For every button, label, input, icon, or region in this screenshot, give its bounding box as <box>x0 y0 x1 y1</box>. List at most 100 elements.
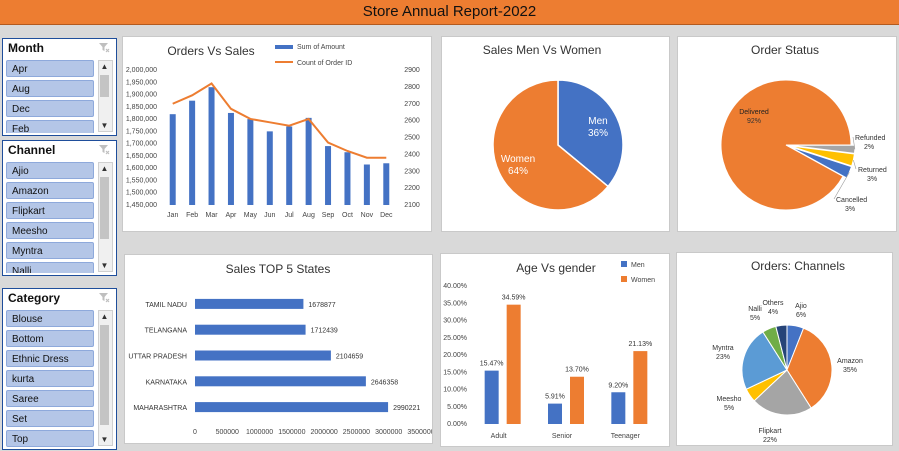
slicer-item-kurta[interactable]: kurta <box>6 370 94 387</box>
y-tick-right: 2500 <box>404 135 420 142</box>
slicer-item-ajio[interactable]: Ajio <box>6 162 94 179</box>
slicer-item-dec[interactable]: Dec <box>6 100 94 117</box>
data-label: 2646358 <box>371 379 398 386</box>
slicer-item-flipkart[interactable]: Flipkart <box>6 202 94 219</box>
slice-myntra <box>741 331 788 390</box>
bar-men-adult <box>484 370 499 424</box>
scroll-down-icon[interactable]: ▼ <box>100 121 109 130</box>
y-tick-right: 2900 <box>404 67 420 74</box>
slice-value: 5% <box>750 315 760 322</box>
leader-line <box>853 159 857 170</box>
bar-uttar-pradesh <box>195 350 331 361</box>
x-tick: Apr <box>226 212 238 219</box>
top-states-chart[interactable]: Sales TOP 5 States TAMIL NADU 1678877 TELAN… <box>124 254 435 444</box>
slicer-item-apr[interactable]: Apr <box>6 60 94 77</box>
slicer-item-amazon[interactable]: Amazon <box>6 182 94 199</box>
channel-slicer-title: Channel <box>8 143 56 157</box>
slicer-item-saree[interactable]: Saree <box>6 390 94 407</box>
slice-value: 4% <box>768 309 778 316</box>
slice-value: 35% <box>843 367 857 374</box>
slice-value: 23% <box>716 354 730 361</box>
slicer-item-bottom[interactable]: Bottom <box>6 330 94 347</box>
y-tick-left: 1,600,000 <box>126 165 157 172</box>
slice-label: Amazon <box>837 358 863 365</box>
y-tick-left: 1,650,000 <box>126 153 157 160</box>
slice-others <box>775 324 788 371</box>
data-label: 5.91% <box>545 394 565 401</box>
x-tick: Sep <box>322 212 335 219</box>
slice-label: Men <box>588 116 607 127</box>
legend-men: Men <box>631 262 645 269</box>
y-tick: 10.00% <box>443 387 467 394</box>
x-tick: Feb <box>186 212 198 219</box>
slicer-item-meesho[interactable]: Meesho <box>6 222 94 239</box>
category-label: KARNATAKA <box>146 379 188 386</box>
data-label: 1678877 <box>308 302 335 309</box>
y-tick-right: 2200 <box>404 185 420 192</box>
category-slicer[interactable]: Category Blouse Bottom Ethnic Dress kurta Sa… <box>2 288 117 450</box>
data-label: 1712439 <box>311 328 338 335</box>
bar-amount-may <box>247 119 254 205</box>
y-tick-left: 2,000,000 <box>126 67 157 74</box>
clear-filter-icon[interactable] <box>98 42 110 53</box>
x-tick: 500000 <box>216 429 239 436</box>
report-title: Store Annual Report-2022 <box>0 0 899 25</box>
category-label: UTTAR PRADESH <box>128 354 187 361</box>
channel-slicer[interactable]: Channel Ajio Amazon Flipkart Meesho Myntra Na… <box>2 140 117 276</box>
legend-orders: Count of Order ID <box>297 60 352 67</box>
x-tick: 2000000 <box>311 429 338 436</box>
bar-maharashtra <box>195 402 389 413</box>
slicer-item-myntra[interactable]: Myntra <box>6 242 94 259</box>
y-tick-left: 1,800,000 <box>126 116 157 123</box>
month-scrollbar[interactable]: ▲ ▼ <box>98 60 113 132</box>
y-tick: 35.00% <box>443 300 467 307</box>
slice-value: 36% <box>588 128 608 139</box>
category-label: TELANGANA <box>145 328 188 335</box>
age-gender-svg: Age Vs gender 0.00% 5.00% 10.00% 15.00% 20.00… <box>443 261 655 440</box>
orders-vs-sales-chart[interactable]: Orders Vs Sales 1,450,000 1,500,000 1,550,0… <box>122 36 432 232</box>
clear-filter-icon[interactable] <box>98 292 110 303</box>
scroll-down-icon[interactable]: ▼ <box>100 435 109 444</box>
slicer-item-nalli[interactable]: Nalli <box>6 262 94 273</box>
scroll-up-icon[interactable]: ▲ <box>100 312 109 321</box>
slicer-item-feb[interactable]: Feb <box>6 120 94 133</box>
bar-men-senior <box>548 403 562 424</box>
age-gender-chart[interactable]: Age Vs gender 0.00% 5.00% 10.00% 15.00% 20.00… <box>440 253 670 447</box>
month-slicer[interactable]: Month Apr Aug Dec Feb ▲ ▼ <box>2 38 117 136</box>
channels-chart[interactable]: Orders: Channels Ajio 6% Amazon 35% Flipkart 2… <box>676 252 893 446</box>
slicer-item-aug[interactable]: Aug <box>6 80 94 97</box>
bar-tamil-nadu <box>195 298 304 309</box>
scroll-down-icon[interactable]: ▼ <box>100 261 109 270</box>
clear-filter-icon[interactable] <box>98 144 110 155</box>
scroll-up-icon[interactable]: ▲ <box>100 164 109 173</box>
x-tick: Mar <box>206 212 219 219</box>
slicer-item-ethnic-dress[interactable]: Ethnic Dress <box>6 350 94 367</box>
y-tick-left: 1,950,000 <box>126 79 157 86</box>
slice-value: 22% <box>763 437 777 444</box>
y-tick-left: 1,550,000 <box>126 177 157 184</box>
top-states-svg: Sales TOP 5 States TAMIL NADU 1678877 TELAN… <box>128 262 434 436</box>
slicer-item-top[interactable]: Top <box>6 430 94 447</box>
slice-label: Women <box>501 154 535 165</box>
sales-men-women-chart[interactable]: Sales Men Vs Women Men 36% Women 64% <box>441 36 670 232</box>
month-slicer-title: Month <box>8 41 44 55</box>
slice-value: 6% <box>796 312 806 319</box>
order-status-svg: Order Status Delivered 92% Refunded 2% Return… <box>720 43 887 213</box>
bar-karnataka <box>195 376 366 387</box>
slice-label: Refunded <box>855 135 885 142</box>
slicer-item-blouse[interactable]: Blouse <box>6 310 94 327</box>
scroll-up-icon[interactable]: ▲ <box>100 62 109 71</box>
slicer-item-set[interactable]: Set <box>6 410 94 427</box>
channel-scrollbar[interactable]: ▲ ▼ <box>98 162 113 272</box>
chart-title: Orders: Channels <box>751 259 845 273</box>
data-label: 2104659 <box>336 354 363 361</box>
slice-amazon <box>786 327 833 409</box>
y-tick-right: 2800 <box>404 84 420 91</box>
legend-amount: Sum of Amount <box>297 44 345 51</box>
order-status-chart[interactable]: Order Status Delivered 92% Refunded 2% Return… <box>677 36 897 232</box>
data-label: 13.70% <box>565 367 589 374</box>
orders-vs-sales-svg: Orders Vs Sales 1,450,000 1,500,000 1,550,0… <box>126 44 420 219</box>
category-scrollbar[interactable]: ▲ ▼ <box>98 310 113 446</box>
bar-amount-dec <box>383 163 390 205</box>
slice-label: Cancelled <box>836 197 867 204</box>
